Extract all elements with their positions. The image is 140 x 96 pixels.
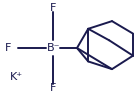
Text: B⁻: B⁻ [46,43,60,53]
Text: F: F [50,83,56,93]
Text: F: F [50,3,56,13]
Text: K⁺: K⁺ [10,72,23,82]
Text: F: F [5,43,12,53]
